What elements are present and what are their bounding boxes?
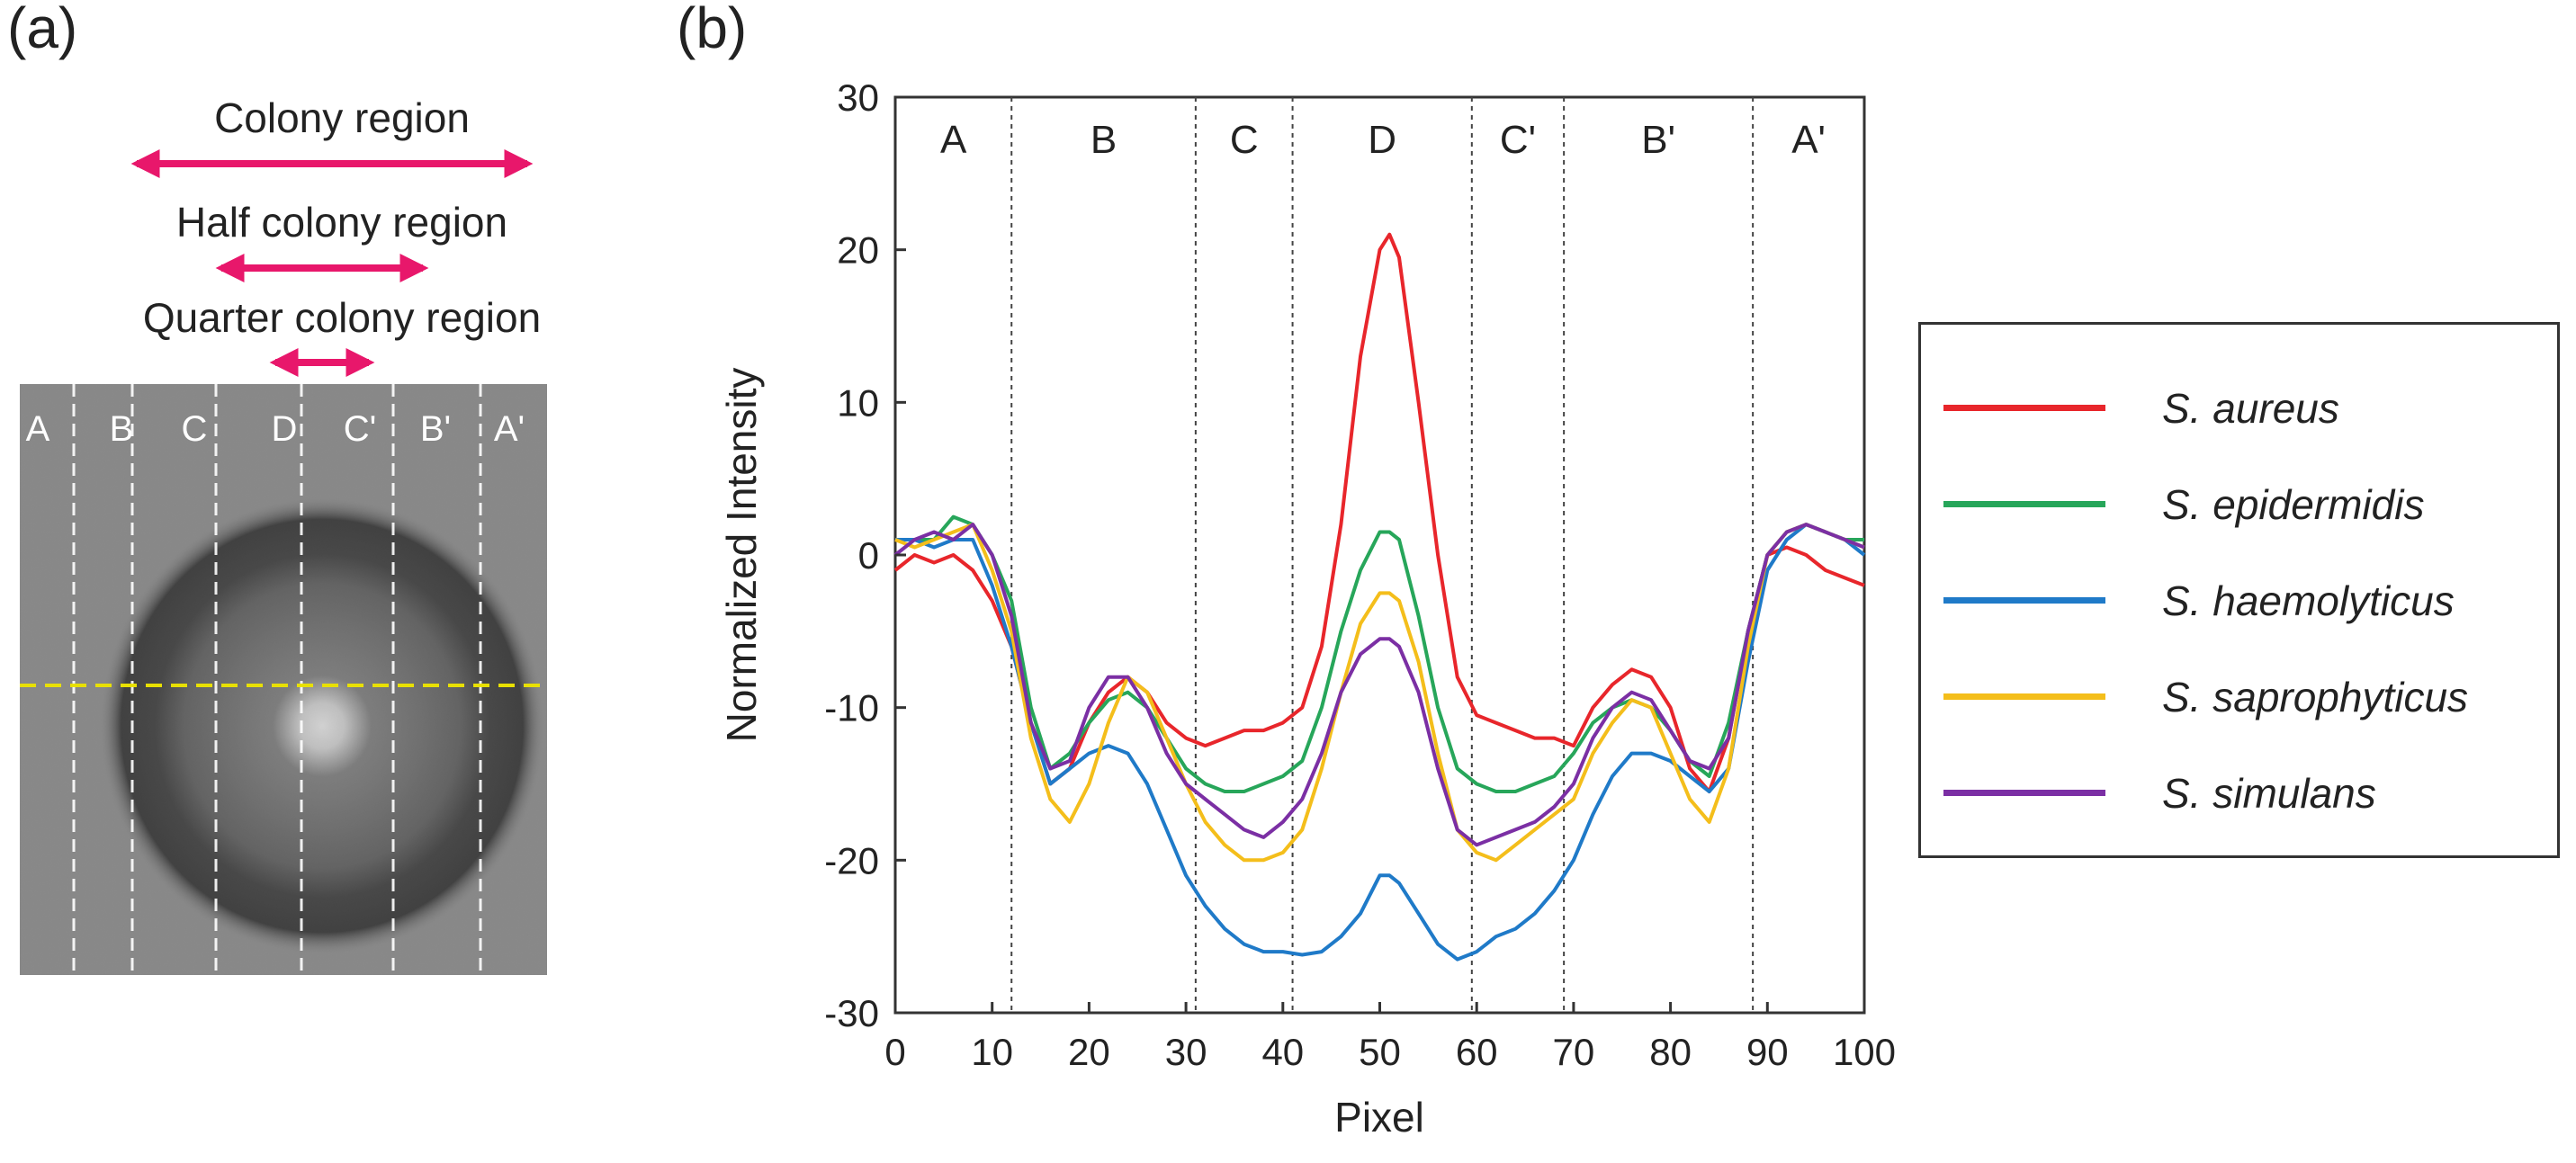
x-tick-label-7: 70 xyxy=(1553,1031,1595,1073)
chart-region-label-0: A xyxy=(940,118,967,162)
legend-item-2: S. haemolyticus xyxy=(1921,573,2557,627)
y-tick-label-4: 10 xyxy=(837,381,879,424)
series-line-4 xyxy=(893,523,1865,847)
series-line-0 xyxy=(893,232,1865,793)
colony-micrograph: A B C D C' B' A' xyxy=(20,384,547,975)
micrograph-region-label-2: C xyxy=(182,409,208,449)
legend-swatch-2 xyxy=(1943,597,2105,604)
region-arrows xyxy=(130,149,534,377)
plot-area-frame xyxy=(893,95,1866,1015)
chart-region-labels: A B C D C' B' A' xyxy=(940,118,1826,162)
legend-swatch-0 xyxy=(1943,405,2105,411)
legend-item-0: S. aureus xyxy=(1921,380,2557,434)
x-tick-label-9: 90 xyxy=(1746,1031,1789,1073)
legend-swatch-4 xyxy=(1943,790,2105,796)
micrograph-region-label-0: A xyxy=(26,409,50,449)
legend: S. aureus S. epidermidis S. haemolyticus S.… xyxy=(1918,322,2560,858)
x-tick-label-4: 40 xyxy=(1261,1031,1304,1073)
micrograph-region-label-1: B xyxy=(110,409,134,449)
legend-item-4: S. simulans xyxy=(1921,765,2557,819)
chart-region-label-4: C' xyxy=(1500,118,1536,162)
chart-region-label-2: C xyxy=(1230,118,1259,162)
legend-label-0: S. aureus xyxy=(2162,385,2339,432)
x-tick-label-0: 0 xyxy=(884,1031,905,1073)
half-colony-region-label: Half colony region xyxy=(175,199,508,246)
x-tick-label-1: 10 xyxy=(971,1031,1013,1073)
micrograph-region-labels: A B C D C' B' A' xyxy=(26,409,525,449)
chart-region-label-6: A' xyxy=(1791,118,1826,162)
series-line-2 xyxy=(895,523,1866,962)
y-tick-label-3: 0 xyxy=(858,534,879,577)
panel-a-label: (a) xyxy=(7,0,78,60)
chart-region-label-1: B xyxy=(1091,118,1117,162)
series-lines xyxy=(893,232,1866,962)
legend-label-2: S. haemolyticus xyxy=(2162,577,2455,624)
chart-region-label-3: D xyxy=(1368,118,1396,162)
legend-swatch-3 xyxy=(1943,693,2105,700)
chart-region-label-5: B' xyxy=(1641,118,1675,162)
x-tick-label-6: 60 xyxy=(1456,1031,1498,1073)
y-tick-label-6: 30 xyxy=(837,76,879,119)
x-tick-label-8: 80 xyxy=(1649,1031,1692,1073)
series-line-3 xyxy=(894,523,1865,863)
micrograph-region-label-5: B' xyxy=(420,409,451,449)
y-tick-label-0: -30 xyxy=(824,992,879,1034)
y-tick-label-5: 20 xyxy=(837,229,879,272)
x-axis-ticks: 0 10 20 30 40 50 60 70 80 90 100 xyxy=(884,1002,1896,1073)
legend-item-1: S. epidermidis xyxy=(1921,477,2557,531)
micrograph-region-label-6: A' xyxy=(494,409,525,449)
y-axis-label: Normalized Intensity xyxy=(718,368,765,743)
region-boundaries xyxy=(1010,97,1755,1013)
series-line-1 xyxy=(895,514,1864,793)
legend-label-3: S. saprophyticus xyxy=(2162,674,2469,720)
x-tick-label-3: 30 xyxy=(1165,1031,1207,1073)
colony-region-label: Colony region xyxy=(214,94,470,141)
legend-label-4: S. simulans xyxy=(2162,770,2376,817)
quarter-colony-region-label: Quarter colony region xyxy=(142,294,542,341)
y-axis-ticks: -30 -20 -10 0 10 20 30 xyxy=(824,76,906,1034)
micrograph-grain xyxy=(20,384,547,975)
micrograph-region-label-4: C' xyxy=(344,409,377,449)
legend-item-3: S. saprophyticus xyxy=(1921,669,2557,723)
x-tick-label-10: 100 xyxy=(1833,1031,1896,1073)
legend-label-1: S. epidermidis xyxy=(2162,481,2425,528)
legend-swatch-1 xyxy=(1943,501,2105,507)
y-tick-label-2: -10 xyxy=(824,687,879,729)
micrograph-region-label-3: D xyxy=(272,409,298,449)
y-tick-label-1: -20 xyxy=(824,839,879,881)
x-tick-label-2: 20 xyxy=(1068,1031,1110,1073)
x-tick-label-5: 50 xyxy=(1359,1031,1401,1073)
panel-b-label: (b) xyxy=(677,0,748,60)
x-axis-label: Pixel xyxy=(1334,1094,1424,1141)
